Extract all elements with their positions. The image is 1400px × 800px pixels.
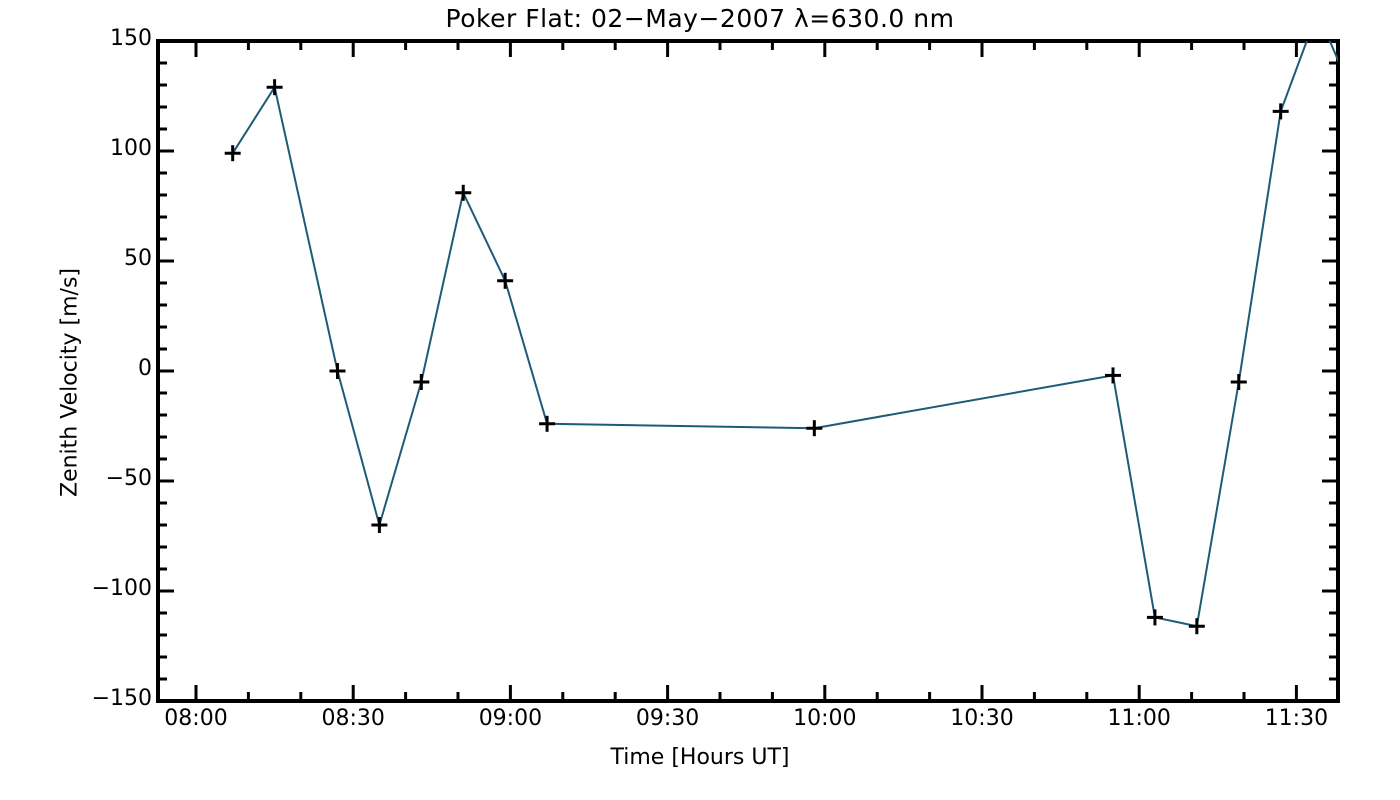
y-tick-label: −100 — [91, 576, 152, 601]
x-tick-marks — [194, 41, 1298, 701]
y-tick-label: 150 — [110, 26, 152, 51]
plot-title: Poker Flat: 02−May−2007 λ=630.0 nm — [445, 4, 955, 33]
y-tick-label: −50 — [105, 466, 152, 491]
y-tick-label: 0 — [138, 356, 152, 381]
x-tick-label: 08:00 — [164, 706, 228, 731]
data-point-markers — [224, 79, 1289, 635]
data-series-line — [231, 41, 1338, 628]
x-tick-label: 11:30 — [1264, 706, 1329, 731]
x-tick-label: 11:00 — [1107, 706, 1171, 731]
x-axis-title: Time [Hours UT] — [610, 745, 790, 770]
x-tick-label: 09:00 — [478, 706, 543, 731]
x-tick-label: 10:00 — [793, 706, 857, 731]
y-tick-label: −150 — [91, 686, 152, 711]
y-tick-label: 100 — [110, 136, 152, 161]
y-tick-marks — [158, 39, 1338, 703]
y-tick-label: 50 — [124, 246, 152, 271]
x-tick-label: 10:30 — [950, 706, 1014, 731]
x-tick-label: 08:30 — [321, 706, 385, 731]
x-tick-label: 09:30 — [635, 706, 700, 731]
